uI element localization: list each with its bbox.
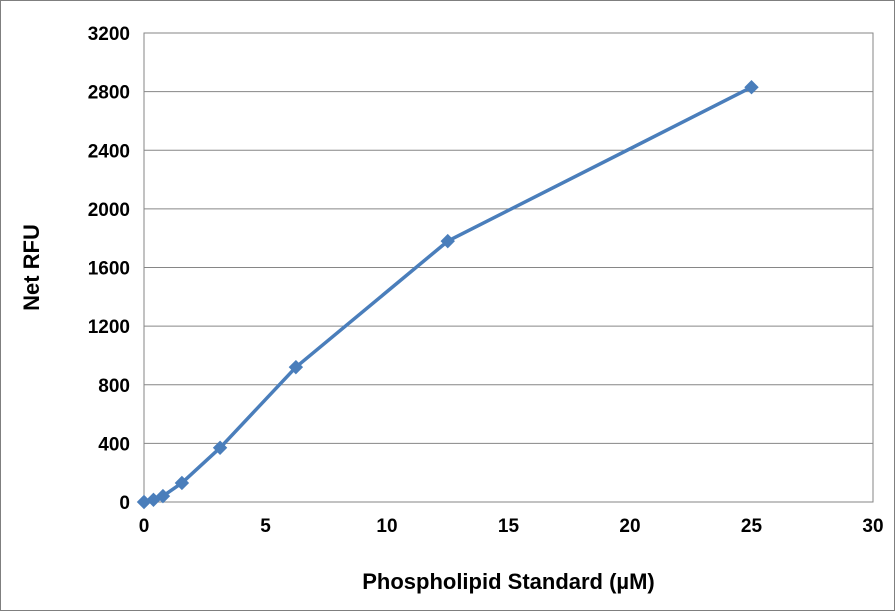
y-axis-tick-labels: 0 400 800 1200 1600 2000 2400 2800 3200: [88, 24, 130, 514]
y-tick-label: 800: [98, 376, 130, 397]
series-line: [143, 85, 753, 504]
y-tick-label: 3200: [88, 24, 130, 45]
y-axis-title: Net RFU: [19, 224, 44, 311]
x-tick-label: 30: [862, 516, 883, 537]
data-point-marker: [212, 440, 228, 455]
x-tick-label: 0: [139, 516, 150, 537]
x-tick-label: 10: [376, 516, 397, 537]
data-point-marker: [744, 80, 759, 95]
x-axis-title: Phospholipid Standard (µM): [362, 569, 655, 594]
y-tick-label: 0: [119, 493, 130, 514]
x-tick-label: 25: [741, 516, 763, 537]
x-tick-label: 5: [260, 516, 271, 537]
data-point-marker: [155, 488, 171, 504]
y-tick-label: 2400: [88, 141, 130, 162]
x-tick-label: 15: [498, 516, 520, 537]
gridlines: [144, 91, 873, 444]
x-axis-tick-labels: 0 5 10 15 20 25 30: [139, 516, 884, 537]
y-tick-label: 2800: [88, 83, 130, 104]
y-tick-label: 1200: [88, 317, 130, 338]
data-point-marker: [174, 475, 190, 491]
plot-area: [143, 32, 874, 503]
data-series: [136, 80, 759, 510]
data-point-marker: [440, 233, 455, 249]
y-tick-label: 1600: [88, 259, 130, 280]
y-tick-label: 2000: [88, 200, 130, 221]
data-point-marker: [288, 359, 304, 375]
y-tick-label: 400: [98, 434, 130, 455]
x-tick-label: 20: [619, 516, 640, 537]
